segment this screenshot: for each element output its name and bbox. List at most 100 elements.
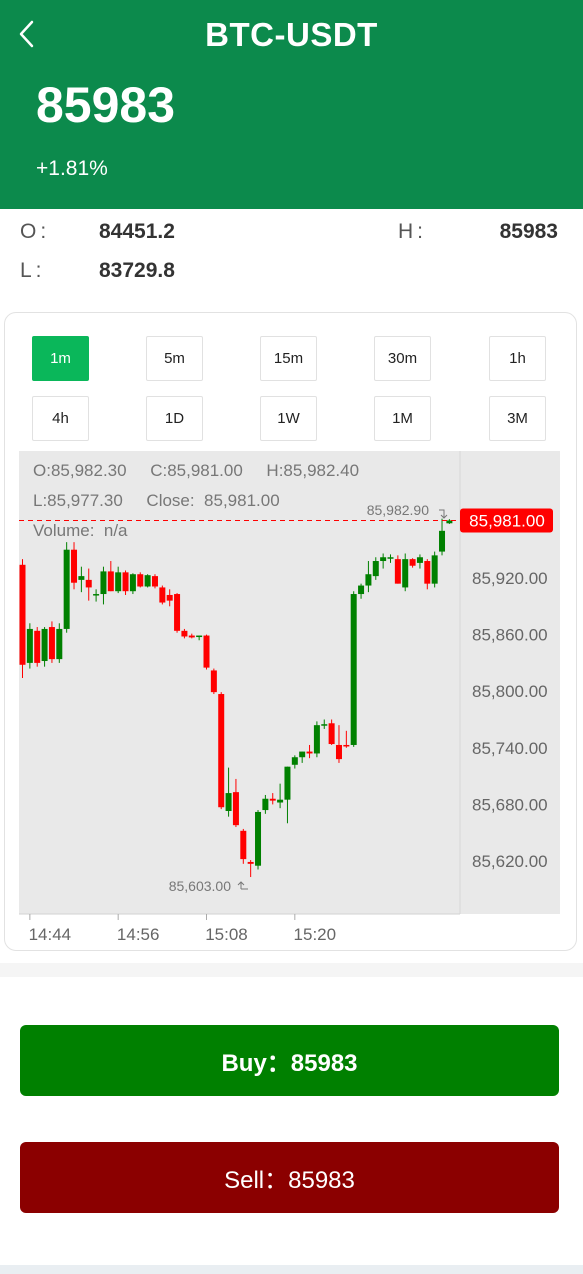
timeframe-4h[interactable]: 4h <box>32 396 89 441</box>
high-label: H: <box>398 220 427 243</box>
candle <box>365 561 372 593</box>
candle-body <box>218 694 225 808</box>
candle-body <box>181 630 188 637</box>
candle-body <box>203 635 210 668</box>
candle <box>225 767 232 817</box>
candle-body <box>446 520 453 524</box>
candle <box>107 561 114 592</box>
candle <box>358 583 365 599</box>
low-label: L: <box>20 259 46 282</box>
candle-body <box>328 723 335 745</box>
current-price: 85983 <box>36 77 176 133</box>
back-arrow-icon[interactable] <box>14 18 44 50</box>
candle <box>41 627 48 667</box>
candle <box>100 566 107 605</box>
candle-body <box>63 549 70 629</box>
candle-body <box>416 557 423 563</box>
candle <box>115 566 122 594</box>
candle <box>166 589 173 607</box>
candle-body <box>299 751 306 758</box>
candle-body <box>144 575 151 587</box>
buy-button[interactable]: Buy：85983 <box>20 1025 559 1096</box>
candle-body <box>71 549 78 583</box>
candle-body <box>291 757 298 765</box>
timeframe-3m[interactable]: 3M <box>489 396 546 441</box>
last-price-badge: 85,981.00 <box>460 508 553 533</box>
candlestick-chart[interactable]: 85,920.00 85,860.00 85,800.00 85,740.00 85,6… <box>19 451 560 946</box>
candle <box>144 574 151 588</box>
candle <box>129 573 136 595</box>
candle <box>122 570 129 595</box>
chart-info-line-3: Volume: n/a <box>33 521 128 540</box>
candle-body <box>93 594 100 596</box>
candle <box>218 692 225 810</box>
candle-body <box>107 571 114 592</box>
x-tick-label: 15:20 <box>294 925 337 944</box>
candle <box>159 585 166 605</box>
candle-body <box>255 811 262 866</box>
sell-button[interactable]: Sell：85983 <box>20 1142 559 1213</box>
candle <box>188 633 195 639</box>
candle-body <box>240 830 247 860</box>
candle-body <box>210 670 217 693</box>
candle <box>350 591 357 747</box>
candle <box>255 810 262 870</box>
candle-body <box>387 557 394 559</box>
section-divider <box>0 963 583 977</box>
candle <box>313 721 320 758</box>
candle-body <box>409 559 416 566</box>
candle <box>34 627 41 667</box>
candle <box>335 725 342 763</box>
candle-body <box>85 579 92 588</box>
low-marker-label: 85,603.00 <box>169 878 231 894</box>
candle <box>431 551 438 588</box>
low-marker-arrow-icon <box>237 881 248 890</box>
candle-body <box>34 630 41 663</box>
candle <box>247 860 254 878</box>
candle-body <box>431 555 438 584</box>
candle-body <box>439 530 446 552</box>
candle <box>196 635 203 641</box>
timeframe-15m[interactable]: 15m <box>260 336 317 381</box>
candle <box>93 589 100 602</box>
candle-body <box>122 572 129 592</box>
candle <box>174 593 181 633</box>
candle <box>56 623 63 663</box>
candle <box>328 719 335 745</box>
candle <box>277 783 284 809</box>
candle-body <box>394 559 401 584</box>
timeframe-1w[interactable]: 1W <box>260 396 317 441</box>
candle-body <box>358 585 365 595</box>
timeframe-1mo[interactable]: 1M <box>374 396 431 441</box>
timeframe-1h[interactable]: 1h <box>489 336 546 381</box>
page-title: BTC-USDT <box>205 16 378 53</box>
timeframe-1m[interactable]: 1m <box>32 336 89 381</box>
candle <box>71 542 78 590</box>
candle <box>306 744 313 759</box>
timeframe-1d[interactable]: 1D <box>146 396 203 441</box>
timeframe-30m[interactable]: 30m <box>374 336 431 381</box>
timeframe-5m[interactable]: 5m <box>146 336 203 381</box>
candles-group <box>19 518 453 878</box>
candle-body <box>372 561 379 577</box>
candle <box>240 828 247 864</box>
candle-body <box>335 744 342 760</box>
candle <box>284 766 291 824</box>
candle <box>387 554 394 563</box>
high-marker-label: 85,982.90 <box>367 502 429 518</box>
candle-body <box>129 574 136 592</box>
y-tick-label: 85,800.00 <box>472 682 548 701</box>
candle-body <box>365 574 372 586</box>
candle <box>78 566 85 593</box>
candle-body <box>166 594 173 601</box>
last-price-label: 85,981.00 <box>469 511 545 530</box>
axis-ticks-group: 85,920.00 85,860.00 85,800.00 85,740.00 85,6… <box>29 569 548 944</box>
candle-body <box>321 724 328 726</box>
candle-body <box>424 561 431 584</box>
bottom-bar <box>0 1265 583 1274</box>
candle-body <box>380 557 387 562</box>
candle-body <box>284 766 291 800</box>
x-tick-label: 15:08 <box>205 925 248 944</box>
candle-body <box>41 628 48 662</box>
candle-body <box>151 576 158 587</box>
